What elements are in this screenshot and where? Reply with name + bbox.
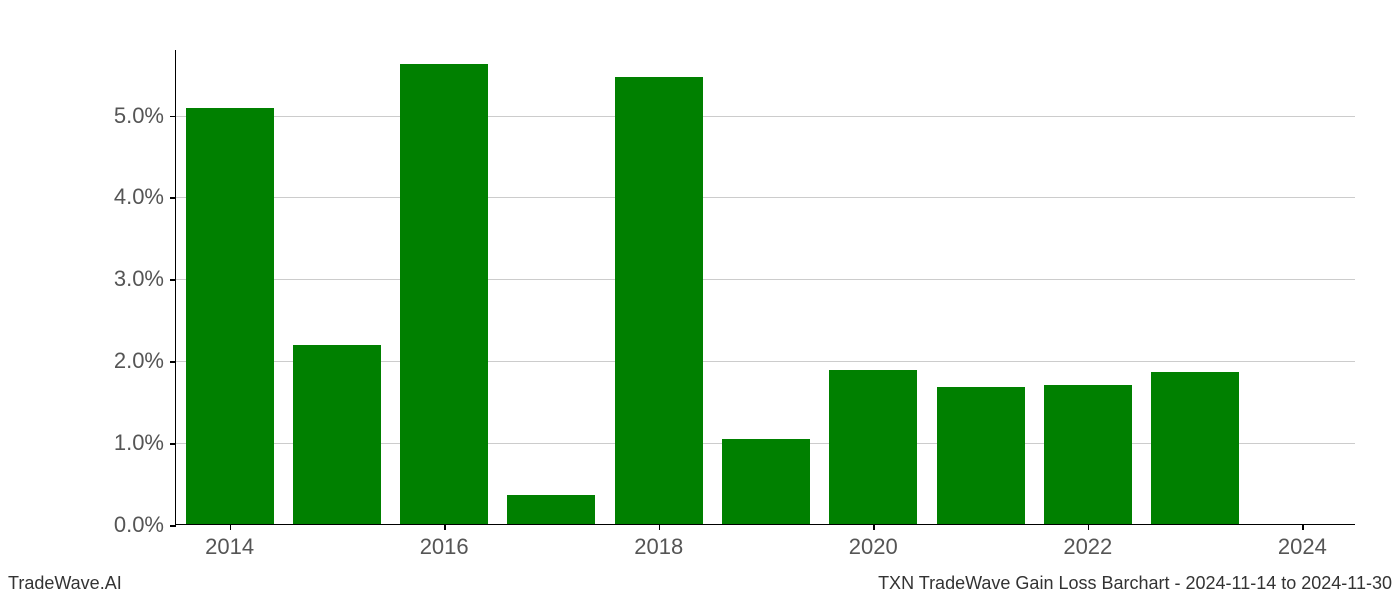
y-tick-label: 1.0% xyxy=(114,430,164,456)
plot-area: 0.0%1.0%2.0%3.0%4.0%5.0% 201420162018202… xyxy=(175,50,1355,525)
gridline xyxy=(176,279,1355,280)
y-tick-mark xyxy=(170,197,176,199)
y-tick-label: 2.0% xyxy=(114,348,164,374)
footer-right-text: TXN TradeWave Gain Loss Barchart - 2024-… xyxy=(878,573,1392,594)
x-tick-mark xyxy=(873,524,875,530)
bar xyxy=(1151,372,1239,524)
gridline xyxy=(176,197,1355,198)
gridline xyxy=(176,116,1355,117)
footer-left-text: TradeWave.AI xyxy=(8,573,122,594)
y-tick-mark xyxy=(170,116,176,118)
x-tick-mark xyxy=(659,524,661,530)
y-tick-label: 5.0% xyxy=(114,103,164,129)
y-tick-mark xyxy=(170,443,176,445)
chart-container: 0.0%1.0%2.0%3.0%4.0%5.0% 201420162018202… xyxy=(175,50,1355,525)
x-tick-label: 2016 xyxy=(420,534,469,560)
bar xyxy=(507,495,595,524)
bar xyxy=(1044,385,1132,524)
x-tick-mark xyxy=(1088,524,1090,530)
y-tick-label: 4.0% xyxy=(114,184,164,210)
x-tick-label: 2014 xyxy=(205,534,254,560)
bar xyxy=(937,387,1025,524)
y-tick-mark xyxy=(170,279,176,281)
bar xyxy=(400,64,488,524)
x-tick-mark xyxy=(1302,524,1304,530)
bar xyxy=(829,370,917,524)
x-tick-label: 2022 xyxy=(1063,534,1112,560)
y-tick-mark xyxy=(170,361,176,363)
x-tick-mark xyxy=(444,524,446,530)
bar xyxy=(615,77,703,524)
x-tick-label: 2024 xyxy=(1278,534,1327,560)
y-tick-label: 3.0% xyxy=(114,266,164,292)
x-tick-label: 2020 xyxy=(849,534,898,560)
y-tick-mark xyxy=(170,525,176,527)
bar xyxy=(722,439,810,524)
bar xyxy=(186,108,274,524)
bar xyxy=(293,345,381,524)
x-tick-mark xyxy=(230,524,232,530)
x-tick-label: 2018 xyxy=(634,534,683,560)
y-tick-label: 0.0% xyxy=(114,512,164,538)
